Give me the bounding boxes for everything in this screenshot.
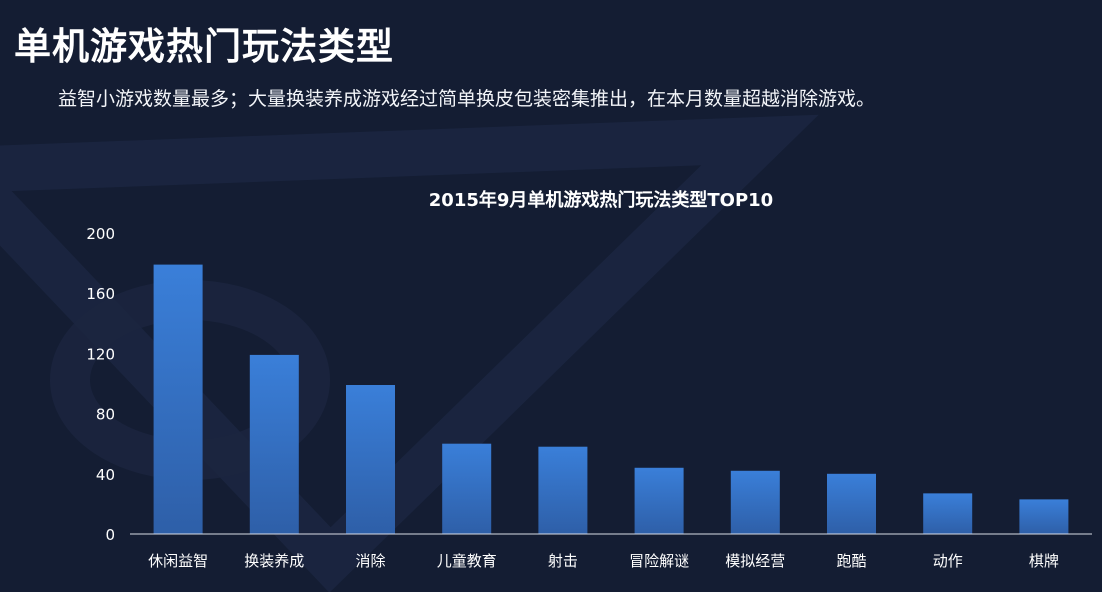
y-axis-ticks: 0 40 80 120 160 200 xyxy=(86,225,115,544)
x-tick-label: 休闲益智 xyxy=(148,552,208,570)
x-axis-labels: 休闲益智 换装养成 消除 儿童教育 射击 冒险解谜 模拟经营 跑酷 动作 棋牌 xyxy=(148,552,1059,570)
page-title: 单机游戏热门玩法类型 xyxy=(14,25,394,68)
bar-7 xyxy=(827,473,876,534)
x-tick-label: 棋牌 xyxy=(1029,552,1059,570)
bar-8 xyxy=(923,493,973,534)
bar-0 xyxy=(153,264,203,534)
bar-9 xyxy=(1019,499,1069,534)
y-tick-label: 80 xyxy=(96,406,115,424)
bars xyxy=(153,264,1069,534)
x-tick-label: 射击 xyxy=(548,552,578,570)
page-subtitle: 益智小游戏数量最多；大量换装养成游戏经过简单换皮包装密集推出，在本月数量超越消除… xyxy=(58,88,876,110)
chart-title: 2015年9月单机游戏热门玩法类型TOP10 xyxy=(428,190,774,211)
y-tick-label: 200 xyxy=(86,225,115,243)
x-tick-label: 冒险解谜 xyxy=(629,552,689,570)
x-tick-label: 动作 xyxy=(933,552,963,570)
x-tick-label: 跑酷 xyxy=(836,552,866,570)
bar-3 xyxy=(442,443,492,534)
x-tick-label: 消除 xyxy=(355,552,385,570)
x-tick-label: 儿童教育 xyxy=(437,552,497,570)
bar-1 xyxy=(249,354,299,534)
y-tick-label: 120 xyxy=(86,345,115,363)
bar-2 xyxy=(346,385,395,534)
bar-6 xyxy=(730,470,780,534)
y-tick-label: 0 xyxy=(105,526,115,544)
x-tick-label: 换装养成 xyxy=(244,552,304,570)
y-tick-label: 160 xyxy=(86,285,115,303)
bar-4 xyxy=(538,446,588,534)
x-tick-label: 模拟经营 xyxy=(725,552,785,570)
bar-5 xyxy=(634,467,684,534)
y-tick-label: 40 xyxy=(96,466,115,484)
